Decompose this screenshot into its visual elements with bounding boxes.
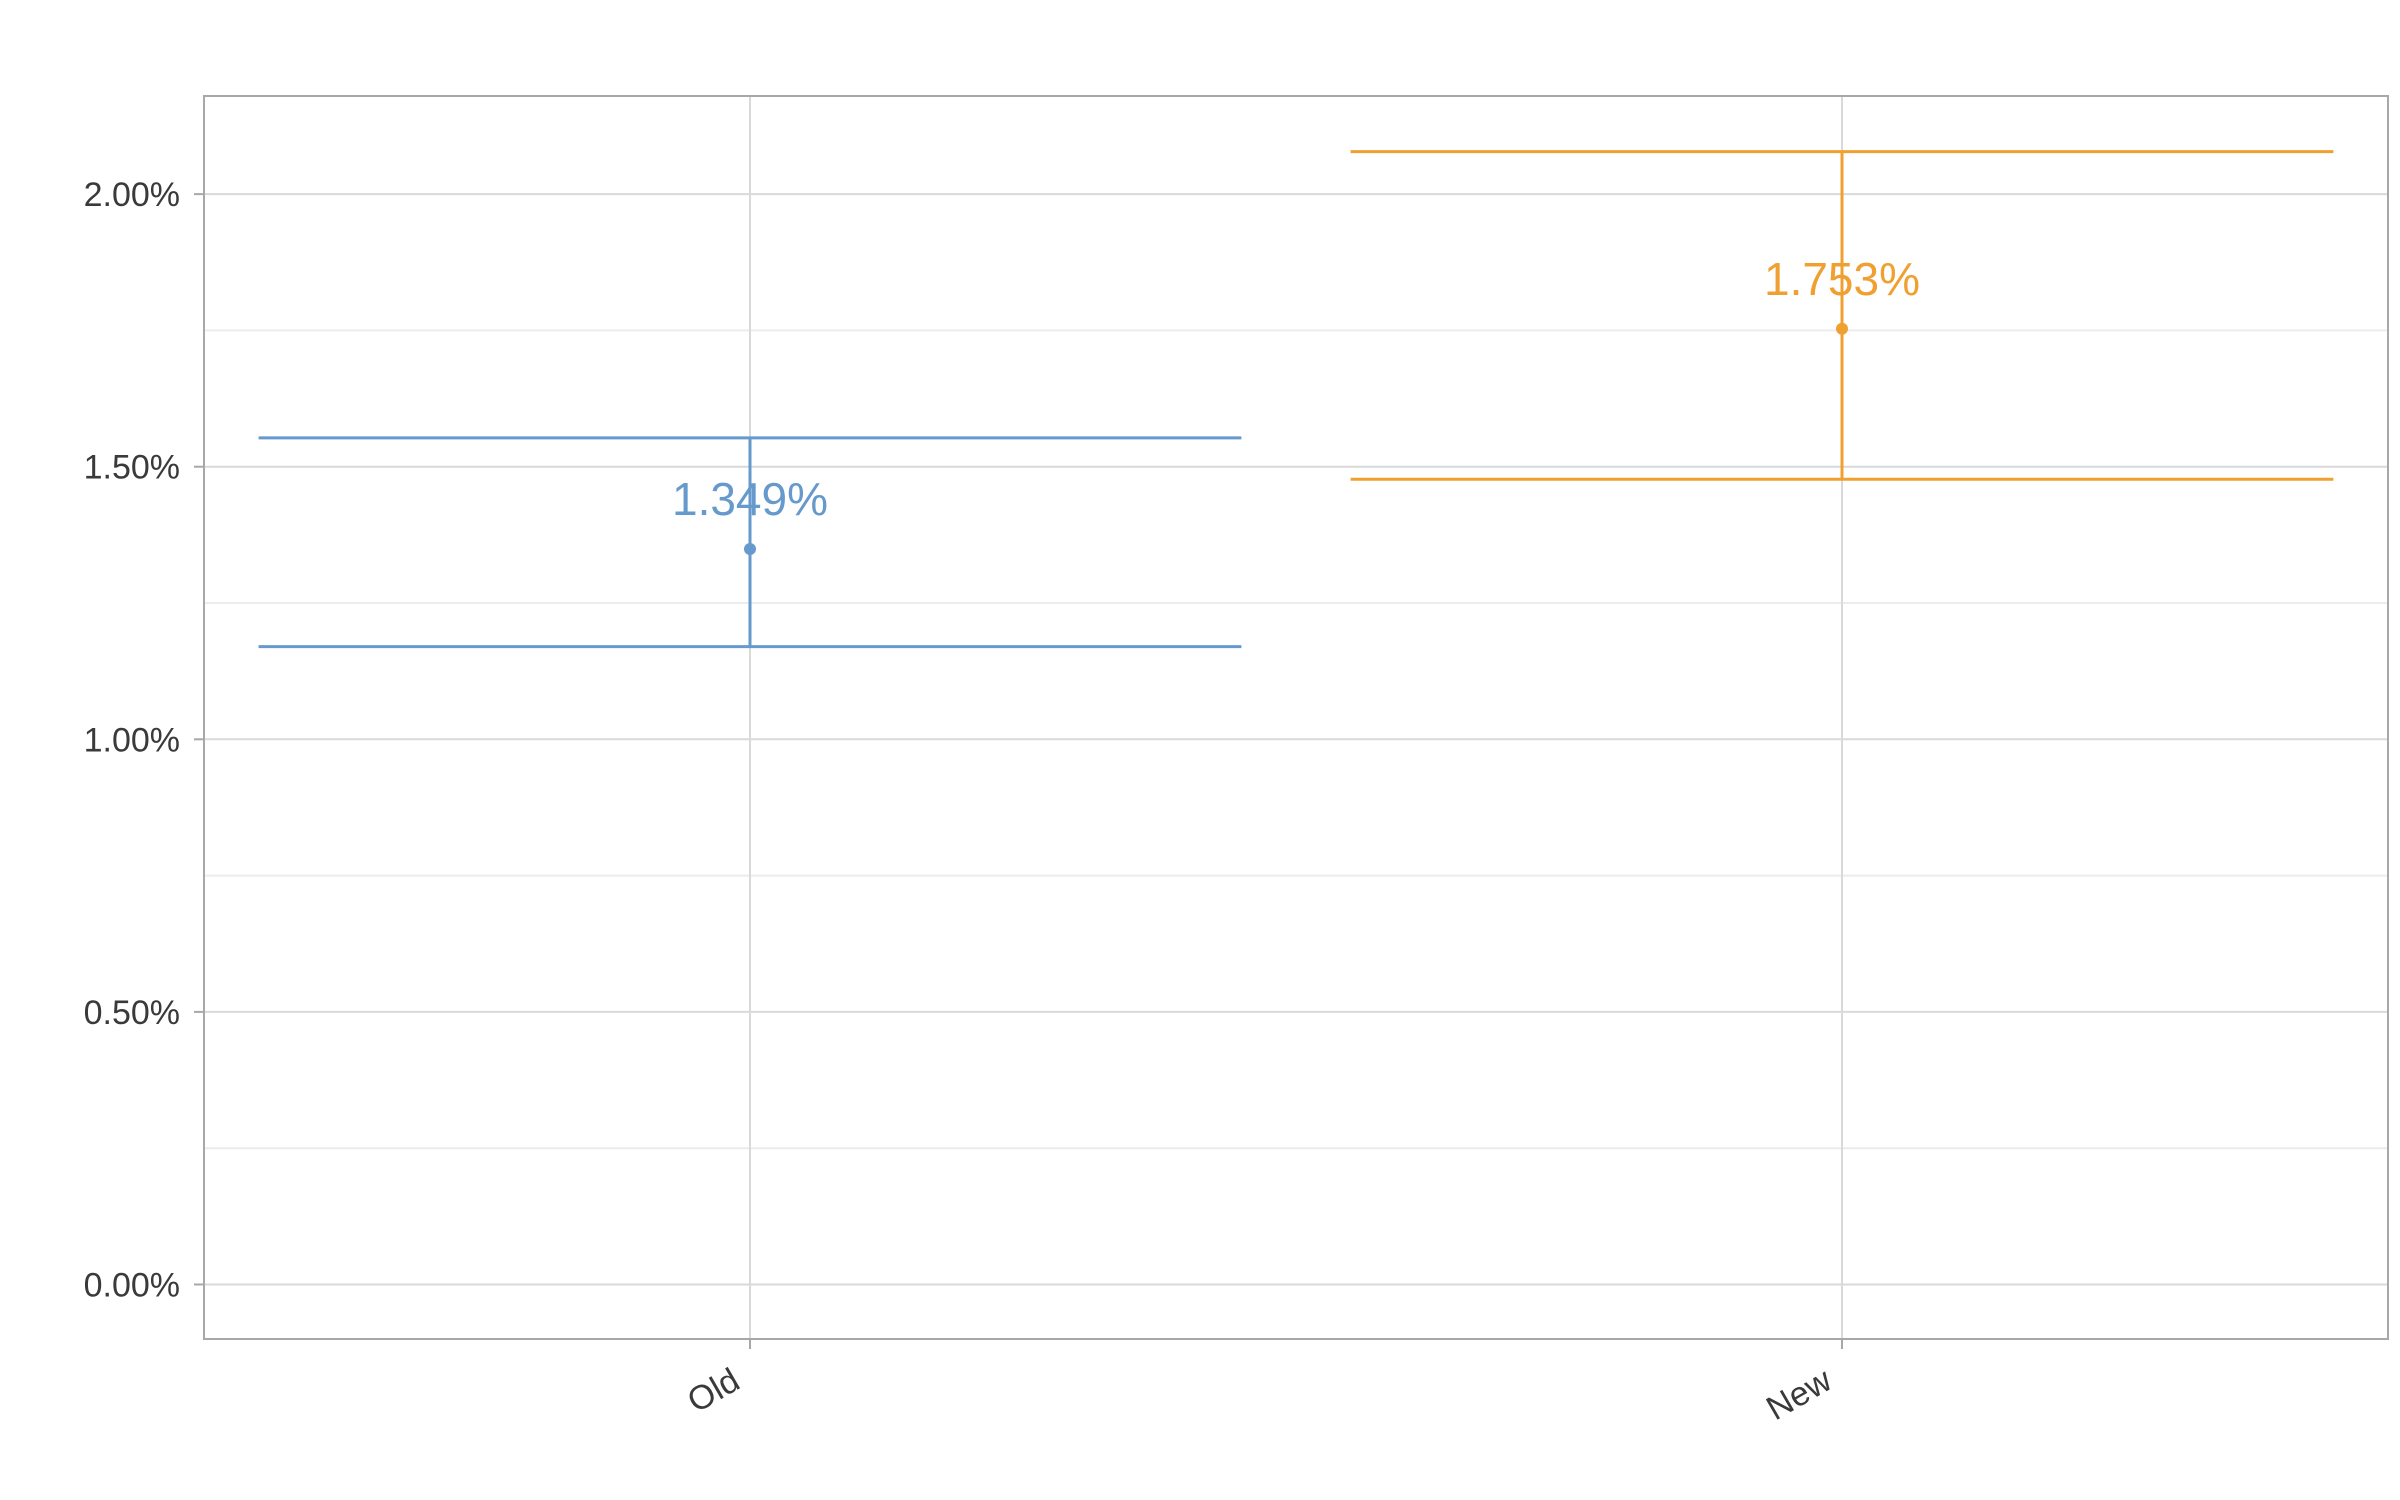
data-label-old: 1.349% (672, 473, 828, 525)
x-tick-label-old: Old (681, 1361, 746, 1420)
plot-background (204, 96, 2388, 1339)
point-new (1836, 322, 1848, 335)
y-tick-label: 1.50% (84, 449, 180, 487)
y-tick-label: 2.00% (84, 176, 180, 214)
y-tick-label: 0.00% (84, 1266, 180, 1304)
point-old (744, 543, 756, 556)
x-tick-label-new: New (1760, 1361, 1838, 1428)
errorbar-series: 1.349% 1.753% (258, 150, 2334, 649)
data-label-new: 1.753% (1764, 253, 1920, 305)
y-axis: 0.00% 0.50% 1.00% 1.50% 2.00% (84, 176, 204, 1304)
plot-border (203, 95, 2389, 1340)
y-tick-label: 1.00% (84, 721, 180, 759)
x-axis: Old New (681, 1339, 1843, 1428)
y-tick-label: 0.50% (84, 994, 180, 1032)
grid (204, 193, 2388, 1286)
